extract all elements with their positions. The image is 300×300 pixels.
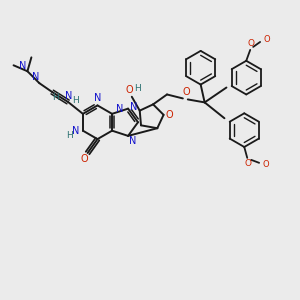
Text: H: H [134,84,141,93]
Text: H: H [73,97,79,106]
Text: H: H [66,131,72,140]
Text: N: N [19,61,26,71]
Text: N: N [65,91,73,101]
Text: O: O [81,154,88,164]
Text: O: O [182,88,190,98]
Text: N: N [116,104,124,114]
Text: O: O [264,35,270,44]
Text: H: H [52,94,59,103]
Text: N: N [94,94,101,103]
Text: N: N [129,136,137,146]
Text: O: O [245,159,252,168]
Text: N: N [130,102,138,112]
Text: O: O [125,85,133,95]
Text: O: O [263,160,269,169]
Text: O: O [248,39,255,48]
Text: N: N [72,126,80,136]
Text: O: O [166,110,173,120]
Text: N: N [32,72,39,82]
